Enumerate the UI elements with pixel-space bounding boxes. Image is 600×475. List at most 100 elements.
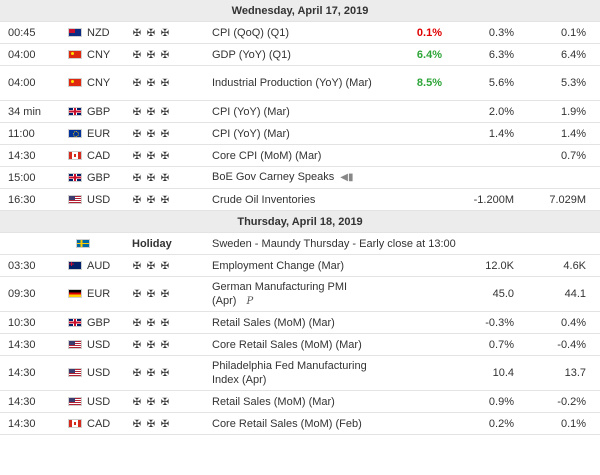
bull-icon: ✠ [160,418,170,430]
event-row[interactable]: 14:30 USD ✠ ✠ ✠ Core Retail Sales (MoM) (Mar)… [0,333,600,356]
event-row[interactable]: 09:30 EUR ✠ ✠ ✠ German Manufacturing PMI (Apr… [0,276,600,312]
event-name[interactable]: GDP (YoY) (Q1) [212,48,291,61]
event-name-cell[interactable]: Retail Sales (MoM) (Mar) [212,311,388,334]
event-currency-cell: USD [68,390,130,413]
bull-icon: ✠ [132,172,142,184]
bull-icon: ✠ [146,396,156,408]
event-row[interactable]: 14:30 CAD ✠ ✠ ✠ Core Retail Sales (MoM) (Feb)… [0,412,600,435]
event-name[interactable]: Philadelphia Fed Manufacturing Index (Ap… [212,360,367,386]
event-time: 10:30 [0,311,68,334]
event-name-cell[interactable]: German Manufacturing PMI (Apr) P [212,276,388,312]
bull-icon: ✠ [160,317,170,329]
holiday-time [0,232,68,255]
economic-calendar-table: Wednesday, April 17, 2019 00:45 NZD ✠ ✠ ✠ CPI … [0,0,600,435]
event-name[interactable]: Employment Change (Mar) [212,259,345,272]
event-currency-cell: CNY [68,65,130,101]
event-row[interactable]: 10:30 GBP ✠ ✠ ✠ Retail Sales (MoM) (Mar) -0.3%… [0,311,600,334]
event-name-cell[interactable]: Industrial Production (YoY) (Mar) [212,65,388,101]
event-row[interactable]: 03:30 AUD ✠ ✠ ✠ Employment Change (Mar) 12.0K 4… [0,254,600,277]
event-row[interactable]: 00:45 NZD ✠ ✠ ✠ CPI (QoQ) (Q1) 0.1% 0.3% 0.1% [0,21,600,44]
event-name[interactable]: German Manufacturing PMI (Apr) [212,280,348,307]
bull-icon: ✠ [146,339,156,351]
event-previous: 44.1 [528,276,600,312]
megaphone-icon: ◀▮ [340,172,354,183]
preliminary-release-icon: P [246,295,254,307]
event-name-cell[interactable]: GDP (YoY) (Q1) [212,43,388,66]
importance-cell: ✠ ✠ ✠ [130,144,212,167]
event-forecast: 0.9% [456,390,528,413]
bull-icon: ✠ [160,260,170,272]
event-name-cell[interactable]: Philadelphia Fed Manufacturing Index (Ap… [212,355,388,391]
event-name-cell[interactable]: CPI (YoY) (Mar) [212,100,388,123]
event-name-cell[interactable]: Core Retail Sales (MoM) (Feb) [212,412,388,435]
event-name[interactable]: CPI (QoQ) (Q1) [212,26,290,39]
bull-icon: ✠ [160,78,170,89]
event-row[interactable]: 04:00 CNY ✠ ✠ ✠ GDP (YoY) (Q1) 6.4% 6.3% 6.4% [0,43,600,66]
event-name-cell[interactable]: Core Retail Sales (MoM) (Mar) [212,333,388,356]
event-actual: 8.5% [388,65,456,101]
event-name-cell[interactable]: Employment Change (Mar) [212,254,388,277]
event-row[interactable]: 14:30 USD ✠ ✠ ✠ Philadelphia Fed Manufacturin… [0,355,600,391]
gb-flag-icon [68,317,82,327]
event-name-cell[interactable]: Core CPI (MoM) (Mar) [212,144,388,167]
event-actual [388,276,456,312]
bull-icon: ✠ [160,106,170,118]
event-name[interactable]: Core Retail Sales (MoM) (Mar) [212,338,362,351]
event-row[interactable]: 16:30 USD ✠ ✠ ✠ Crude Oil Inventories -1.200M 7… [0,188,600,211]
event-currency: GBP [87,316,111,329]
event-currency-cell: EUR [68,122,130,145]
event-name[interactable]: Crude Oil Inventories [212,193,316,206]
event-name-cell[interactable]: Retail Sales (MoM) (Mar) [212,390,388,413]
importance-cell: ✠ ✠ ✠ [130,166,212,189]
bull-icon: ✠ [160,396,170,408]
bull-icon: ✠ [146,317,156,329]
event-previous: 13.7 [528,355,600,391]
event-name[interactable]: CPI (YoY) (Mar) [212,127,290,140]
bull-icon: ✠ [146,172,156,184]
event-name-cell[interactable]: CPI (QoQ) (Q1) [212,21,388,44]
event-currency-cell: CAD [68,144,130,167]
nz-flag-icon [68,27,82,37]
event-name-cell[interactable]: Crude Oil Inventories [212,188,388,211]
event-actual [388,100,456,123]
event-row[interactable]: 15:00 GBP ✠ ✠ ✠ BoE Gov Carney Speaks ◀▮ [0,166,600,189]
event-currency: EUR [87,288,111,300]
event-row[interactable]: 14:30 CAD ✠ ✠ ✠ Core CPI (MoM) (Mar) 0.7% [0,144,600,167]
event-previous: 7.029M [528,188,600,211]
event-previous: 6.4% [528,43,600,66]
event-row[interactable]: 14:30 USD ✠ ✠ ✠ Retail Sales (MoM) (Mar) 0.9% -… [0,390,600,413]
event-actual [388,122,456,145]
us-flag-icon [68,339,82,349]
event-forecast: 6.3% [456,43,528,66]
bull-icon: ✠ [146,106,156,118]
event-row[interactable]: 11:00 EUR ✠ ✠ ✠ CPI (YoY) (Mar) 1.4% 1.4% [0,122,600,145]
event-name[interactable]: Core Retail Sales (MoM) (Feb) [212,417,362,430]
event-previous: 0.4% [528,311,600,334]
event-name[interactable]: Core CPI (MoM) (Mar) [212,149,322,162]
event-name[interactable]: Retail Sales (MoM) (Mar) [212,316,335,329]
bull-icon: ✠ [132,339,142,351]
event-name-cell[interactable]: CPI (YoY) (Mar) [212,122,388,145]
bull-icon: ✠ [132,106,142,118]
event-row[interactable]: 34 min GBP ✠ ✠ ✠ CPI (YoY) (Mar) 2.0% 1.9% [0,100,600,123]
importance-cell: ✠ ✠ ✠ [130,412,212,435]
event-name[interactable]: BoE Gov Carney Speaks [212,171,335,183]
event-name[interactable]: Retail Sales (MoM) (Mar) [212,395,335,408]
event-previous: -0.2% [528,390,600,413]
event-row[interactable]: 04:00 CNY ✠ ✠ ✠ Industrial Production (YoY) (… [0,65,600,101]
event-name[interactable]: CPI (YoY) (Mar) [212,105,290,118]
event-forecast: 2.0% [456,100,528,123]
importance-cell: ✠ ✠ ✠ [130,188,212,211]
au-flag-icon [68,260,82,270]
importance-cell: ✠ ✠ ✠ [130,65,212,101]
event-forecast: 1.4% [456,122,528,145]
event-forecast: -0.3% [456,311,528,334]
event-actual [388,355,456,391]
event-time: 14:30 [0,390,68,413]
event-name[interactable]: Industrial Production (YoY) (Mar) [212,77,372,89]
de-flag-icon [68,289,82,298]
event-time: 14:30 [0,355,68,391]
event-name-cell[interactable]: BoE Gov Carney Speaks ◀▮ [212,166,388,189]
event-time: 03:30 [0,254,68,277]
bull-icon: ✠ [146,49,156,61]
